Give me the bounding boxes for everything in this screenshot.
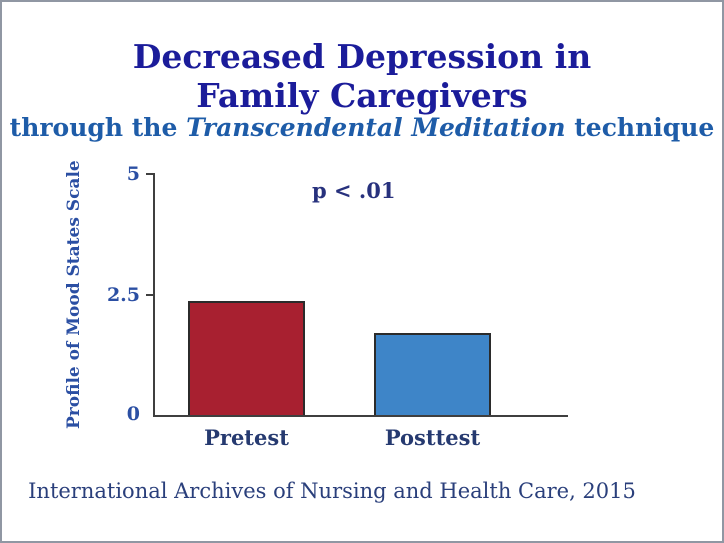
- y-axis-line: [153, 173, 155, 416]
- source-citation: International Archives of Nursing and He…: [28, 479, 636, 503]
- subtitle-prefix: through the: [9, 113, 187, 142]
- y-tick-2-5: [146, 294, 154, 296]
- x-category-label-pretest: Pretest: [204, 425, 289, 450]
- y-tick-5: [146, 173, 154, 175]
- x-category-label-posttest: Posttest: [384, 425, 481, 450]
- title-line-2: Family Caregivers: [196, 75, 528, 115]
- bar-posttest: [374, 333, 491, 415]
- p-value-annotation: p < .01: [312, 178, 396, 203]
- y-tick-label-0: 0: [126, 403, 140, 425]
- chart-subtitle: through the Transcendental Meditation te…: [2, 113, 722, 142]
- title-line-1: Decreased Depression in: [132, 37, 592, 76]
- y-tick-label-2-5: 2.5: [106, 284, 140, 306]
- y-tick-label-5: 5: [126, 163, 140, 185]
- bar-pretest: [188, 301, 305, 415]
- x-axis-line: [153, 415, 568, 417]
- y-axis-label: Profile of Mood States Scale: [64, 160, 84, 430]
- subtitle-italic-term: Transcendental Meditation: [186, 113, 566, 142]
- subtitle-suffix: technique: [565, 113, 715, 142]
- chart-title: Decreased Depression in Family Caregiver…: [2, 37, 722, 115]
